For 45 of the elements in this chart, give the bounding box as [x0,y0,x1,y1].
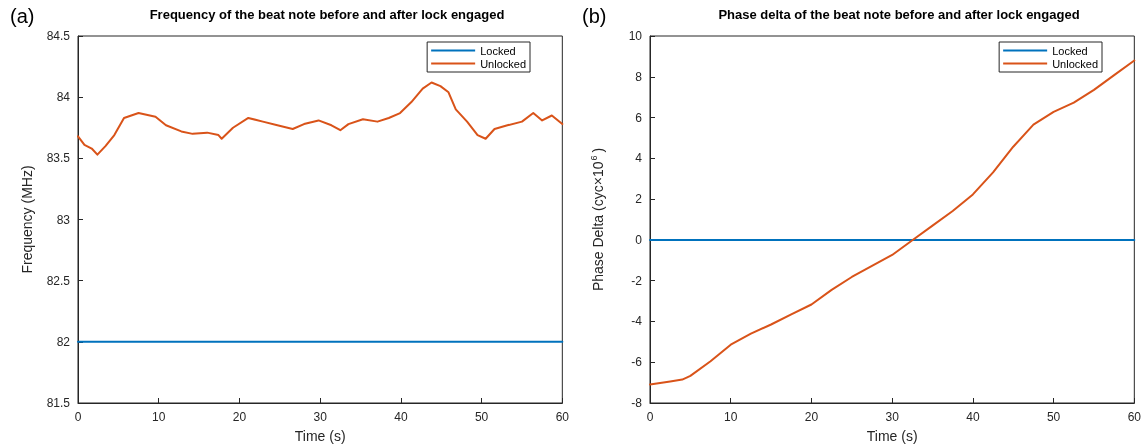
x-tick-label: 20 [232,410,247,424]
y-tick-label: -2 [631,273,643,288]
y-tick-label: -6 [631,355,643,370]
x-tick-label: 10 [152,410,166,424]
y-tick-label: 8 [635,69,643,84]
x-tick-label: 30 [313,410,328,424]
y-tick-label: 83 [56,212,71,227]
y-tick-label: 10 [628,29,643,43]
y-tick-label: 4 [635,151,643,166]
y-tick-label: 83.5 [46,151,71,166]
x-tick-label: 0 [74,410,82,424]
legend-label: Unlocked [480,57,526,70]
y-tick-label: -4 [631,314,643,329]
x-tick-label: 50 [1046,410,1061,424]
legend-label: Locked [480,44,516,57]
legend-label: Unlocked [1052,57,1098,70]
x-tick-label: 40 [394,410,408,424]
x-tick-label: 60 [555,410,570,424]
y-axis-title: Frequency (MHz) [19,165,35,274]
y-tick-label: -8 [631,396,643,410]
x-tick-label: 20 [804,410,819,424]
text: (b) [582,5,607,27]
chart-title: Frequency of the beat note before and after lock engaged [149,7,505,22]
x-tick-label: 60 [1127,410,1142,424]
x-tick-label: 30 [885,410,900,424]
text: (a) [10,5,35,27]
y-axis-title: Phase Delta (cyc×106) [588,147,606,292]
legend-label: Locked [1052,44,1088,57]
x-tick-label: 10 [724,410,738,424]
x-axis-title: Time (s) [294,428,346,444]
y-tick-label: 82 [56,334,71,349]
x-tick-label: 40 [966,410,980,424]
y-tick-label: 2 [635,192,643,207]
y-tick-label: 84 [56,90,71,105]
x-tick-label: 0 [646,410,654,424]
y-tick-label: 6 [635,110,643,125]
y-tick-label: 82.5 [46,273,71,288]
y-tick-label: 0 [635,232,643,247]
line-series [649,59,1136,386]
x-tick-label: 50 [474,410,489,424]
x-axis-title: Time (s) [866,428,918,444]
line-series [77,81,564,156]
chart-title: Phase delta of the beat note before and after lock engaged [718,7,1080,22]
y-tick-label: 84.5 [46,29,71,43]
y-tick-label: 81.5 [46,396,71,410]
